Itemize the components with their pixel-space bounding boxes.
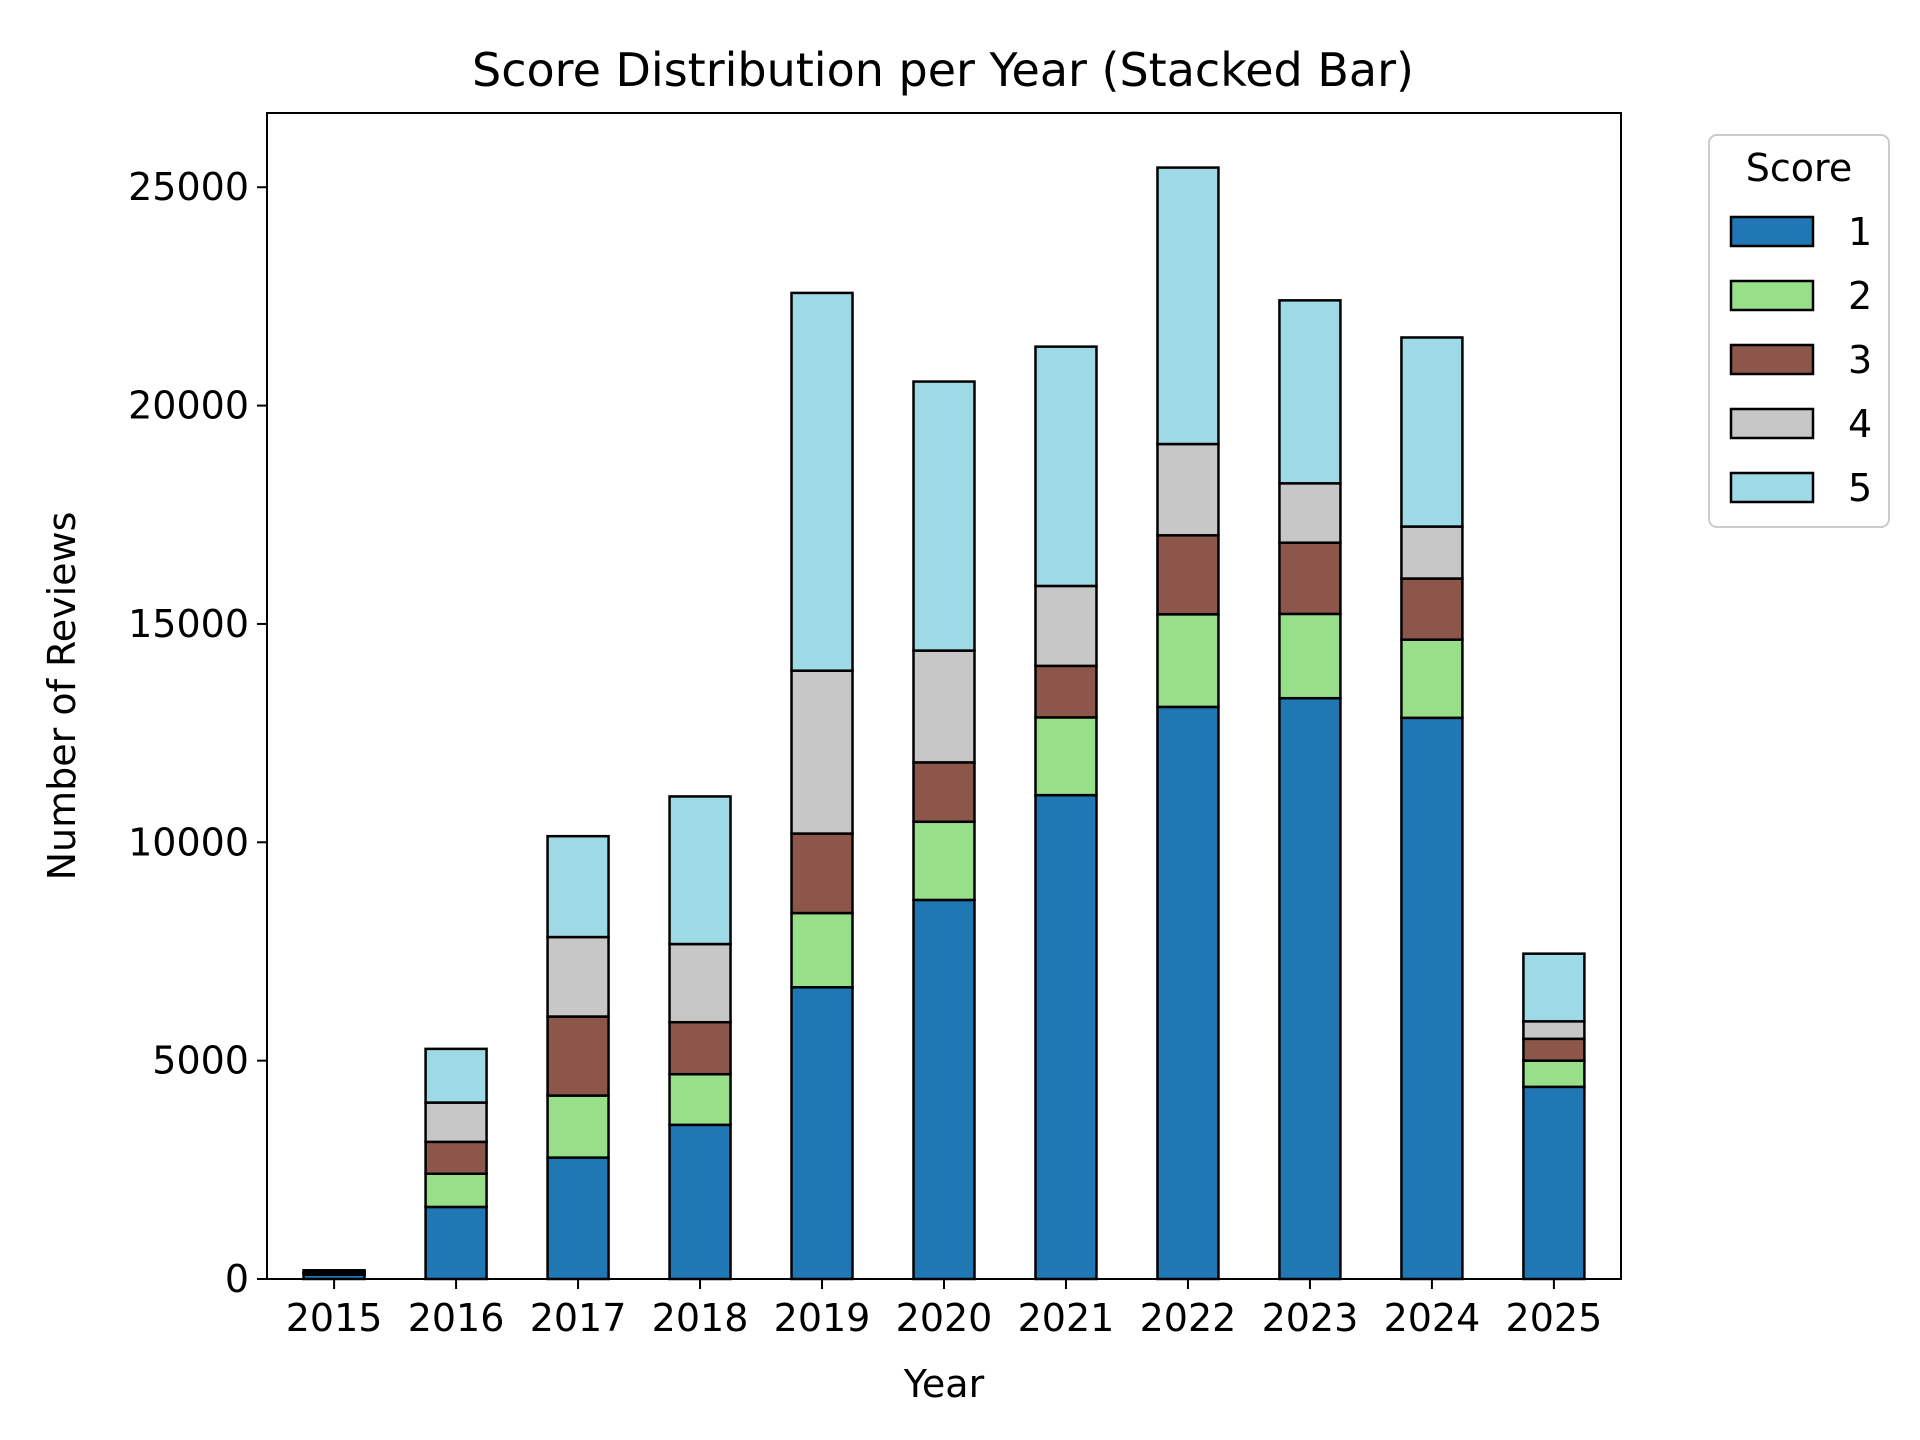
bar-2019-score-1 <box>790 986 854 1281</box>
legend-label-score-1: 1 <box>1848 210 1872 254</box>
legend-label-score-3: 3 <box>1848 338 1872 382</box>
bar-2023-score-5 <box>1278 299 1342 485</box>
y-tick-label: 20000 <box>128 384 249 428</box>
x-tick-label: 2021 <box>1018 1296 1115 1340</box>
bar-2022-score-2 <box>1156 613 1220 709</box>
x-tick-label: 2018 <box>652 1296 749 1340</box>
bar-2019-score-2 <box>790 911 854 989</box>
bar-2022-score-5 <box>1156 166 1220 446</box>
bar-2017-score-1 <box>546 1156 610 1281</box>
bar-2024-score-3 <box>1400 577 1464 641</box>
x-tick-label: 2024 <box>1384 1296 1481 1340</box>
legend-swatch-score-4 <box>1729 407 1815 440</box>
bar-2020-score-2 <box>912 820 976 902</box>
bar-2022-score-1 <box>1156 705 1220 1281</box>
bar-2025-score-1 <box>1522 1085 1586 1281</box>
bar-2015-score-5 <box>302 1269 366 1274</box>
bar-2017-score-3 <box>546 1015 610 1097</box>
bar-2020-score-1 <box>912 898 976 1281</box>
bar-2020-score-5 <box>912 380 976 652</box>
bar-2023-score-2 <box>1278 612 1342 700</box>
bar-2025-score-4 <box>1522 1020 1586 1041</box>
legend-swatch-score-1 <box>1729 215 1815 248</box>
x-tick-label: 2023 <box>1262 1296 1359 1340</box>
bar-2019-score-3 <box>790 832 854 915</box>
legend-items: 1 2 3 4 5 <box>1729 210 1872 510</box>
bar-2021-score-5 <box>1034 345 1098 588</box>
bar-2023-score-3 <box>1278 541 1342 616</box>
bar-2018-score-5 <box>668 795 732 946</box>
y-tick-label: 15000 <box>128 602 249 646</box>
legend-label-score-4: 4 <box>1848 402 1872 446</box>
bar-2020-score-4 <box>912 649 976 764</box>
x-tick-label: 2022 <box>1140 1296 1237 1340</box>
bar-2018-score-2 <box>668 1072 732 1127</box>
bar-2025-score-2 <box>1522 1059 1586 1089</box>
x-axis-label: Year <box>903 1362 985 1406</box>
legend-swatch-score-5 <box>1729 471 1815 504</box>
bar-2018-score-1 <box>668 1123 732 1281</box>
y-tick-label: 5000 <box>152 1039 249 1083</box>
bar-2024-score-5 <box>1400 336 1464 528</box>
bar-2021-score-1 <box>1034 793 1098 1281</box>
bar-2018-score-4 <box>668 942 732 1024</box>
plot-frame <box>266 112 1622 1280</box>
legend: Score 1 2 3 4 5 <box>1708 134 1890 528</box>
bar-2024-score-2 <box>1400 638 1464 720</box>
bar-2023-score-1 <box>1278 696 1342 1281</box>
x-tick-label: 2015 <box>286 1296 383 1340</box>
bar-2019-score-5 <box>790 291 854 672</box>
bar-2021-score-2 <box>1034 716 1098 797</box>
bar-2017-score-5 <box>546 834 610 939</box>
y-axis-ticks: 0 5000 10000 15000 20000 25000 <box>128 165 267 1301</box>
x-tick-label: 2020 <box>896 1296 993 1340</box>
x-axis-ticks: 2015 2016 2017 2018 2019 2020 2021 2022 2023 2024… <box>286 1279 1603 1340</box>
bar-2021-score-4 <box>1034 584 1098 668</box>
legend-swatch-score-2 <box>1729 279 1815 312</box>
bar-2024-score-4 <box>1400 525 1464 580</box>
y-tick-label: 0 <box>225 1257 249 1301</box>
bar-2017-score-2 <box>546 1094 610 1159</box>
y-axis-label: Number of Reviews <box>40 512 84 881</box>
chart-title: Score Distribution per Year (Stacked Bar… <box>472 43 1414 97</box>
x-tick-label: 2017 <box>530 1296 627 1340</box>
x-tick-label: 2025 <box>1506 1296 1603 1340</box>
bar-2018-score-3 <box>668 1020 732 1076</box>
x-tick-label: 2019 <box>774 1296 871 1340</box>
legend-swatch-score-3 <box>1729 343 1815 376</box>
y-tick-label: 25000 <box>128 165 249 209</box>
bar-2025-score-3 <box>1522 1037 1586 1062</box>
bar-2016-score-3 <box>424 1140 488 1175</box>
bar-2024-score-1 <box>1400 716 1464 1281</box>
bar-2021-score-3 <box>1034 664 1098 719</box>
legend-label-score-2: 2 <box>1848 274 1872 318</box>
y-tick-label: 10000 <box>128 820 249 864</box>
bar-2023-score-4 <box>1278 482 1342 544</box>
bar-2016-score-1 <box>424 1205 488 1281</box>
bar-2022-score-3 <box>1156 534 1220 616</box>
bar-2017-score-4 <box>546 935 610 1018</box>
bar-2016-score-4 <box>424 1101 488 1144</box>
bar-2019-score-4 <box>790 669 854 835</box>
bar-2025-score-5 <box>1522 952 1586 1023</box>
bar-2022-score-4 <box>1156 442 1220 537</box>
bar-2016-score-5 <box>424 1047 488 1104</box>
legend-title: Score <box>1746 146 1852 190</box>
bar-2016-score-2 <box>424 1172 488 1209</box>
legend-label-score-5: 5 <box>1848 466 1872 510</box>
bar-2020-score-3 <box>912 761 976 824</box>
bars-group <box>302 166 1586 1281</box>
x-tick-label: 2016 <box>408 1296 505 1340</box>
